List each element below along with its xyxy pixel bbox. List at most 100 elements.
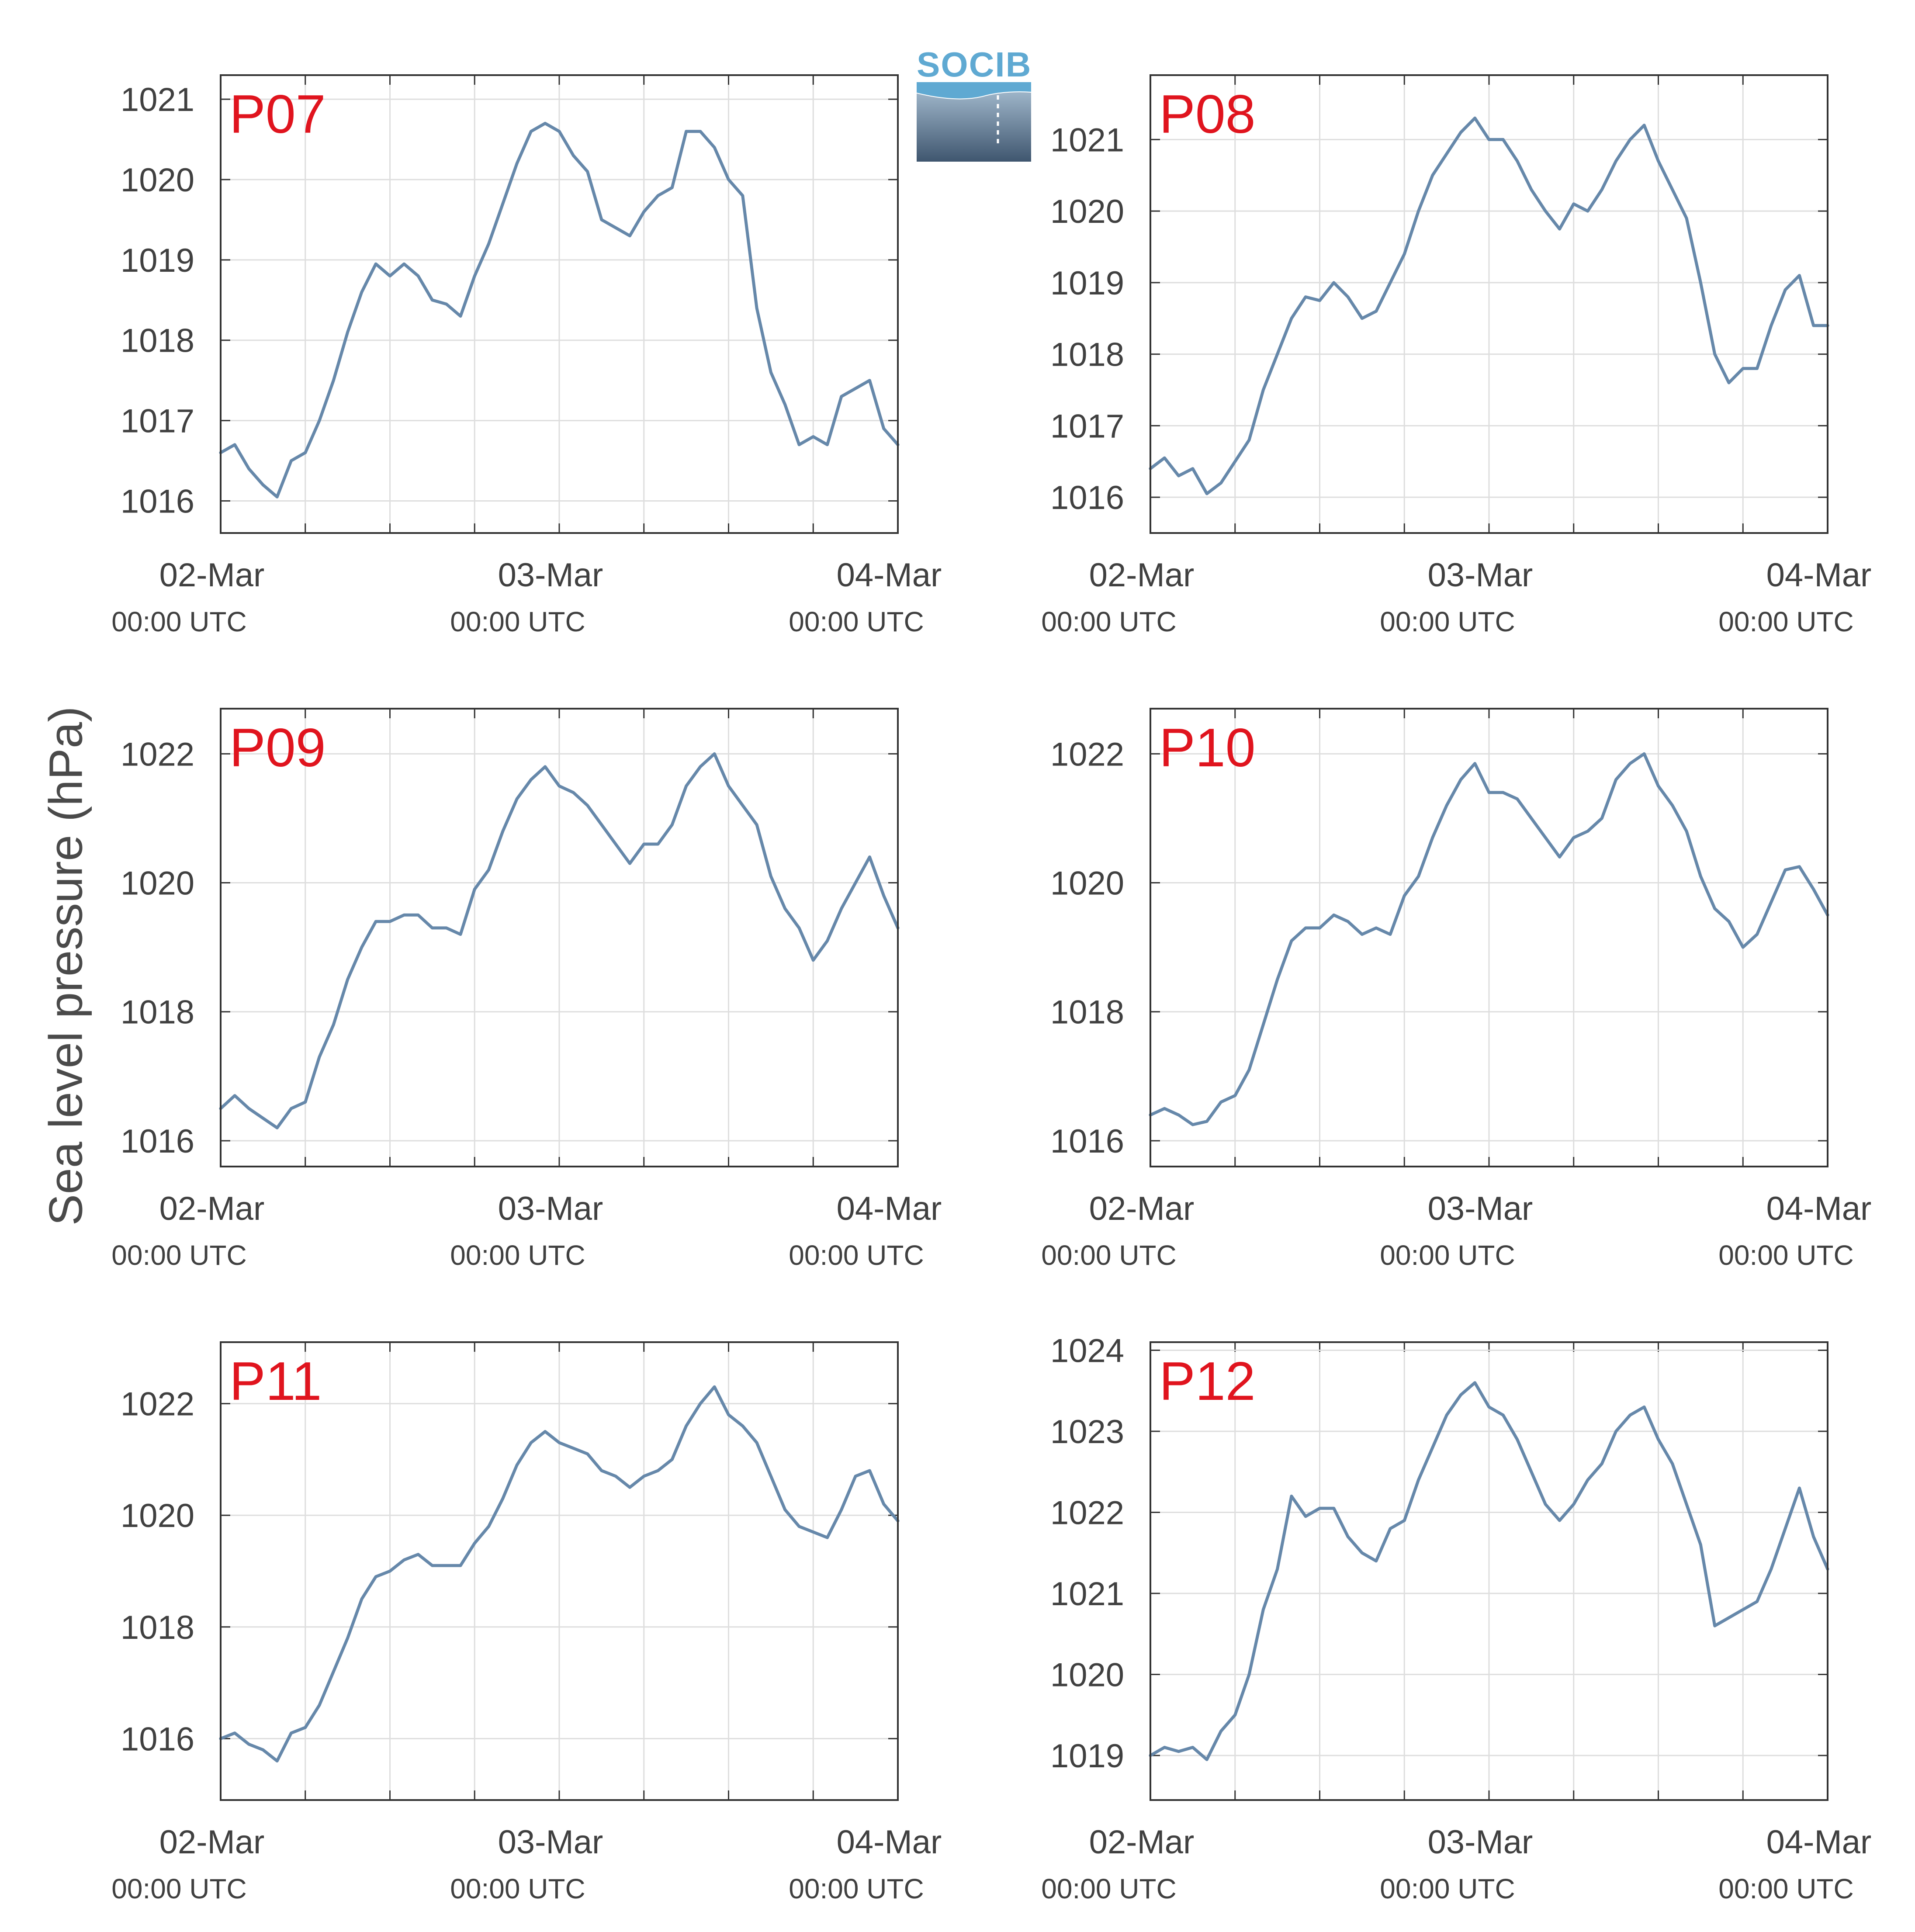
x-tick-label: 02-Mar	[159, 557, 265, 594]
data-point	[1318, 1506, 1322, 1510]
data-point	[882, 1503, 886, 1506]
data-point	[1304, 295, 1307, 299]
x-tick-sublabel: 00:00 UTC	[1718, 1240, 1853, 1271]
logo-wave-icon	[917, 82, 1031, 162]
x-tick-label: 03-Mar	[1428, 1824, 1533, 1861]
data-point	[487, 1525, 491, 1528]
data-point	[685, 130, 688, 133]
x-tick-label: 04-Mar	[1766, 1824, 1872, 1861]
data-point	[416, 913, 420, 917]
data-point	[1600, 1462, 1603, 1465]
data-point	[374, 920, 377, 923]
data-point	[1770, 324, 1773, 327]
data-point	[783, 403, 787, 406]
data-point	[1304, 1515, 1307, 1518]
data-point	[1727, 1616, 1731, 1620]
x-tick-sublabel: 00:00 UTC	[1380, 606, 1515, 637]
x-tick-sublabel: 00:00 UTC	[450, 606, 585, 637]
data-point	[882, 427, 886, 430]
data-point	[811, 959, 815, 962]
data-point	[1572, 202, 1576, 206]
series-line	[219, 1385, 900, 1762]
data-point	[1191, 1745, 1195, 1749]
chart-panel-p09: 1016 1018 1020 1022 02-Mar 00:00 UTC 03-Mar 00:…	[111, 708, 942, 1271]
data-point	[1247, 1068, 1251, 1072]
data-point	[1586, 829, 1589, 833]
data-point	[275, 495, 279, 499]
data-point	[1191, 1123, 1195, 1126]
data-point	[261, 1116, 265, 1120]
data-point	[586, 170, 589, 173]
y-tick-label: 1020	[1050, 1656, 1124, 1693]
data-point	[1727, 920, 1731, 923]
data-point	[374, 1575, 377, 1579]
data-point	[1600, 817, 1603, 820]
x-tick-sublabel: 00:00 UTC	[450, 1873, 585, 1904]
x-tick-sublabel: 00:00 UTC	[1718, 606, 1853, 637]
data-point	[571, 154, 575, 157]
data-point	[515, 797, 519, 801]
data-point	[1812, 324, 1815, 327]
data-point	[515, 162, 519, 165]
data-point	[826, 939, 829, 942]
data-point	[558, 130, 561, 133]
data-point	[289, 459, 293, 463]
data-point	[1783, 868, 1787, 872]
data-point	[769, 875, 772, 878]
data-point	[727, 1413, 731, 1416]
data-point	[1699, 1543, 1702, 1547]
data-point	[1290, 317, 1293, 320]
data-point	[1276, 1567, 1279, 1571]
data-point	[318, 419, 321, 422]
data-point	[1797, 1486, 1801, 1490]
y-tick-label: 1020	[1050, 193, 1124, 230]
data-point	[1699, 875, 1702, 878]
data-point	[1233, 1713, 1237, 1717]
data-point	[501, 829, 505, 833]
data-point	[1713, 353, 1717, 356]
axes-frame	[220, 708, 899, 1167]
data-point	[1431, 173, 1434, 177]
data-point	[1756, 367, 1759, 370]
data-point	[360, 290, 364, 294]
data-point	[741, 1424, 745, 1428]
y-tick-label: 1021	[121, 81, 194, 118]
data-point	[769, 370, 772, 374]
x-tick-label: 04-Mar	[837, 557, 942, 594]
data-point	[1783, 288, 1787, 291]
x-tick-sublabel: 00:00 UTC	[1380, 1240, 1515, 1271]
data-point	[1586, 209, 1589, 213]
data-point	[1572, 1503, 1576, 1506]
data-point	[247, 467, 251, 471]
data-point	[261, 483, 265, 487]
y-tick-label: 1016	[1050, 479, 1124, 516]
y-tick-label: 1019	[121, 242, 194, 279]
data-point	[360, 1597, 364, 1601]
data-point	[1473, 116, 1477, 120]
data-point	[402, 913, 406, 917]
data-point	[755, 1441, 758, 1444]
data-point	[628, 234, 631, 238]
data-point	[1233, 1094, 1237, 1098]
data-point	[1459, 131, 1462, 134]
data-point	[685, 784, 688, 788]
data-point	[1191, 467, 1195, 471]
chart-panel-p08: 1016 1017 1018 1019 1020 1021 02-Mar 00:00 UTC 0…	[1041, 74, 1871, 637]
data-point	[713, 145, 716, 149]
socib-logo: SOCIB	[917, 47, 1031, 162]
data-point	[713, 752, 716, 755]
data-point	[487, 242, 491, 246]
data-point	[1318, 299, 1322, 302]
data-point	[868, 379, 871, 382]
station-label: P09	[229, 718, 326, 778]
data-point	[1530, 817, 1533, 820]
data-point	[1671, 188, 1674, 191]
axes-frame	[1150, 74, 1828, 534]
data-point	[332, 1670, 335, 1673]
x-tick-label: 04-Mar	[1766, 1190, 1872, 1227]
series-line	[1149, 116, 1829, 495]
y-tick-label: 1018	[121, 1609, 194, 1646]
data-point	[1756, 933, 1759, 936]
data-point	[247, 1742, 251, 1746]
data-point	[1276, 353, 1279, 356]
